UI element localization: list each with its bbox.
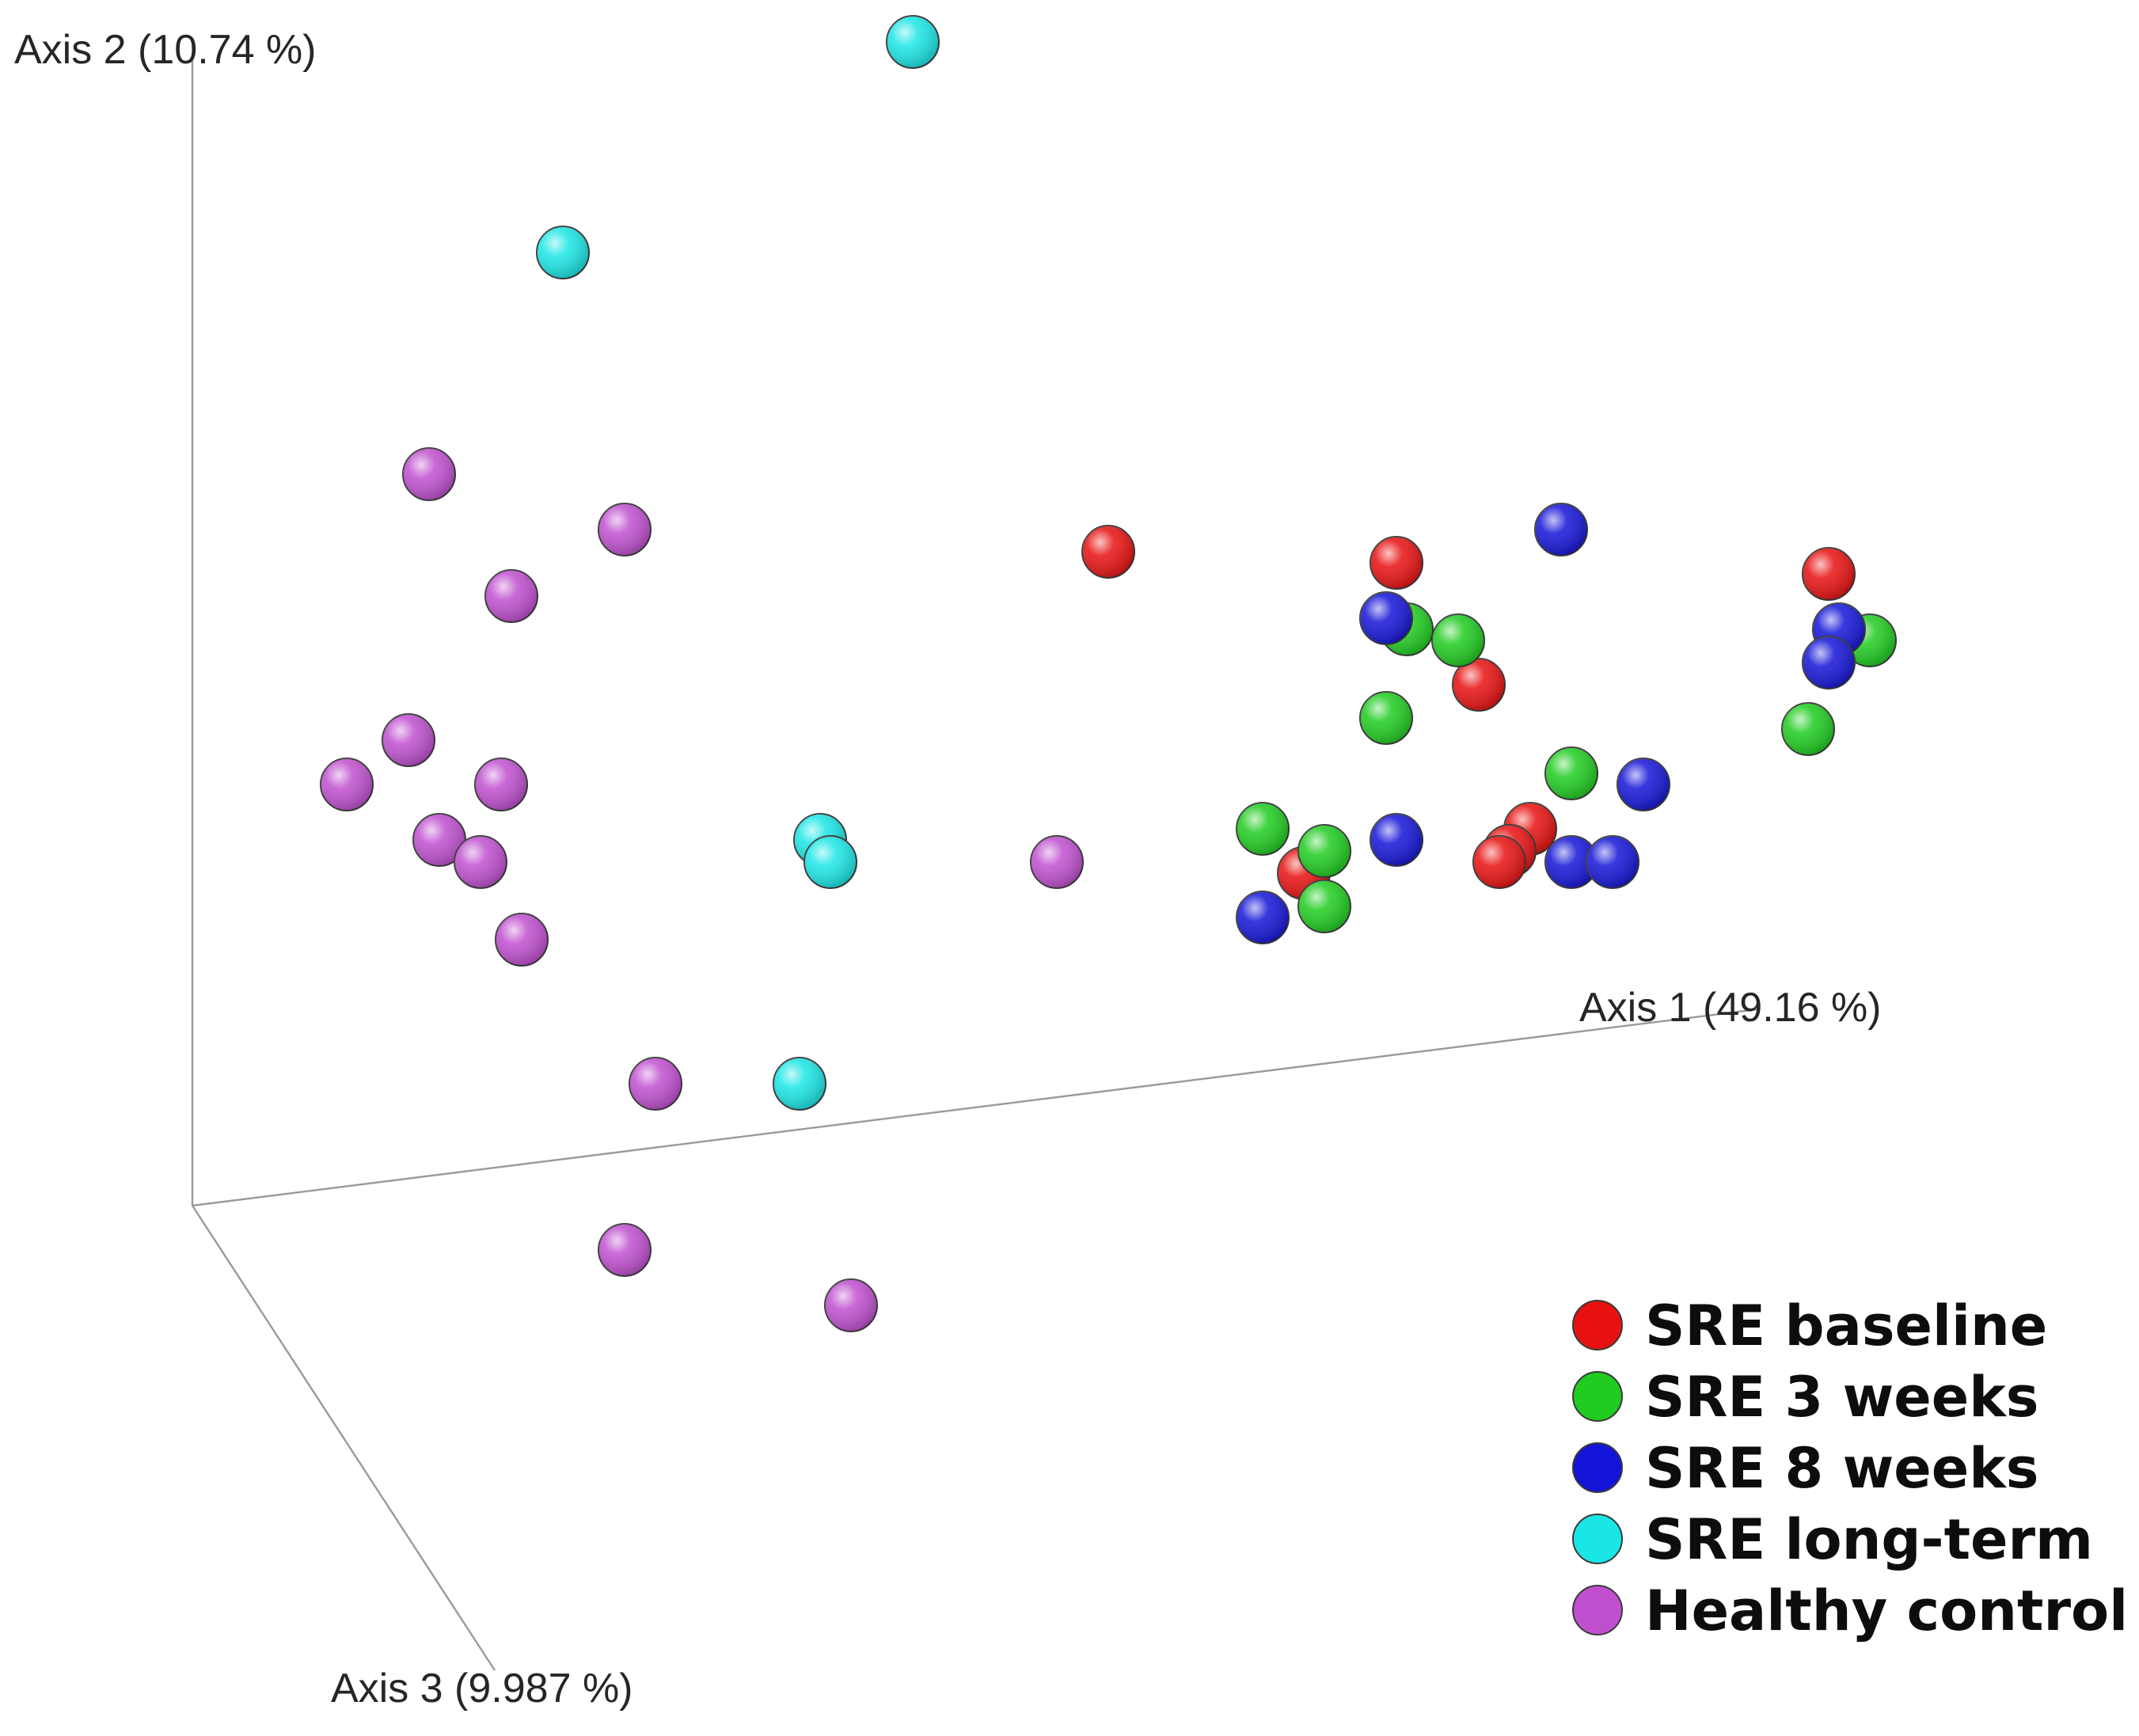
axis-2-label: Axis 2 (10.74 %) <box>14 27 317 73</box>
point-healthy-control-10 <box>1030 835 1084 889</box>
legend-item-sre-long-term: SRE long-term <box>1572 1507 2093 1572</box>
point-sre-8-weeks-1 <box>1534 503 1588 557</box>
point-healthy-control-6 <box>474 758 528 811</box>
point-healthy-control-4 <box>382 713 435 767</box>
legend-label-sre-long-term: SRE long-term <box>1645 1507 2093 1572</box>
point-sre-8-weeks-4 <box>1802 636 1856 689</box>
legend-marker-sre-3-weeks <box>1572 1371 1623 1422</box>
legend-label-sre-baseline: SRE baseline <box>1645 1293 2047 1358</box>
point-sre-baseline-1 <box>1081 525 1135 579</box>
point-healthy-control-13 <box>824 1278 878 1332</box>
point-sre-3-weeks-6 <box>1544 746 1598 800</box>
point-sre-8-weeks-9 <box>1236 891 1290 944</box>
point-sre-8-weeks-2 <box>1359 591 1413 645</box>
legend-label-sre-8-weeks: SRE 8 weeks <box>1645 1436 2038 1501</box>
point-sre-long-term-5 <box>773 1057 826 1111</box>
point-sre-3-weeks-5 <box>1781 702 1835 756</box>
legend-marker-healthy-control <box>1572 1585 1623 1635</box>
point-healthy-control-1 <box>402 447 456 501</box>
point-sre-long-term-1 <box>886 15 940 69</box>
point-sre-8-weeks-5 <box>1617 758 1670 811</box>
point-sre-8-weeks-6 <box>1370 813 1423 867</box>
point-sre-long-term-4 <box>804 835 857 889</box>
axis-3-label: Axis 3 (9.987 %) <box>331 1666 633 1711</box>
axis-3-line <box>191 1205 496 1671</box>
axis-1-line <box>192 1008 1758 1207</box>
point-healthy-control-11 <box>629 1057 682 1111</box>
legend-label-sre-3-weeks: SRE 3 weeks <box>1645 1365 2038 1430</box>
point-sre-baseline-3 <box>1802 547 1856 601</box>
legend-item-healthy-control: Healthy control <box>1572 1578 2128 1643</box>
data-points <box>320 15 1897 1332</box>
legend-marker-sre-baseline <box>1572 1300 1623 1350</box>
point-healthy-control-5 <box>320 758 374 811</box>
legend-marker-sre-8-weeks <box>1572 1442 1623 1493</box>
point-sre-3-weeks-2 <box>1431 613 1485 667</box>
legend-item-sre-8-weeks: SRE 8 weeks <box>1572 1436 2038 1501</box>
legend-marker-sre-long-term <box>1572 1514 1623 1564</box>
point-healthy-control-3 <box>484 569 538 623</box>
legend-item-sre-baseline: SRE baseline <box>1572 1293 2047 1358</box>
point-healthy-control-2 <box>598 503 652 557</box>
point-healthy-control-8 <box>454 835 507 889</box>
legend-label-healthy-control: Healthy control <box>1645 1578 2128 1643</box>
point-sre-long-term-2 <box>536 226 590 279</box>
point-healthy-control-9 <box>495 913 549 967</box>
point-sre-3-weeks-8 <box>1297 824 1351 878</box>
point-sre-3-weeks-4 <box>1359 691 1413 745</box>
point-sre-baseline-2 <box>1370 536 1423 590</box>
point-sre-3-weeks-9 <box>1297 879 1351 933</box>
point-sre-8-weeks-8 <box>1586 835 1639 889</box>
point-sre-baseline-7 <box>1472 835 1526 889</box>
point-sre-3-weeks-7 <box>1236 802 1290 856</box>
point-healthy-control-12 <box>598 1223 652 1277</box>
axis-1-label: Axis 1 (49.16 %) <box>1579 985 1882 1031</box>
axes-group: Axis 2 (10.74 %) Axis 1 (49.16 %) Axis 3… <box>14 27 1882 1711</box>
legend-item-sre-3-weeks: SRE 3 weeks <box>1572 1365 2038 1430</box>
